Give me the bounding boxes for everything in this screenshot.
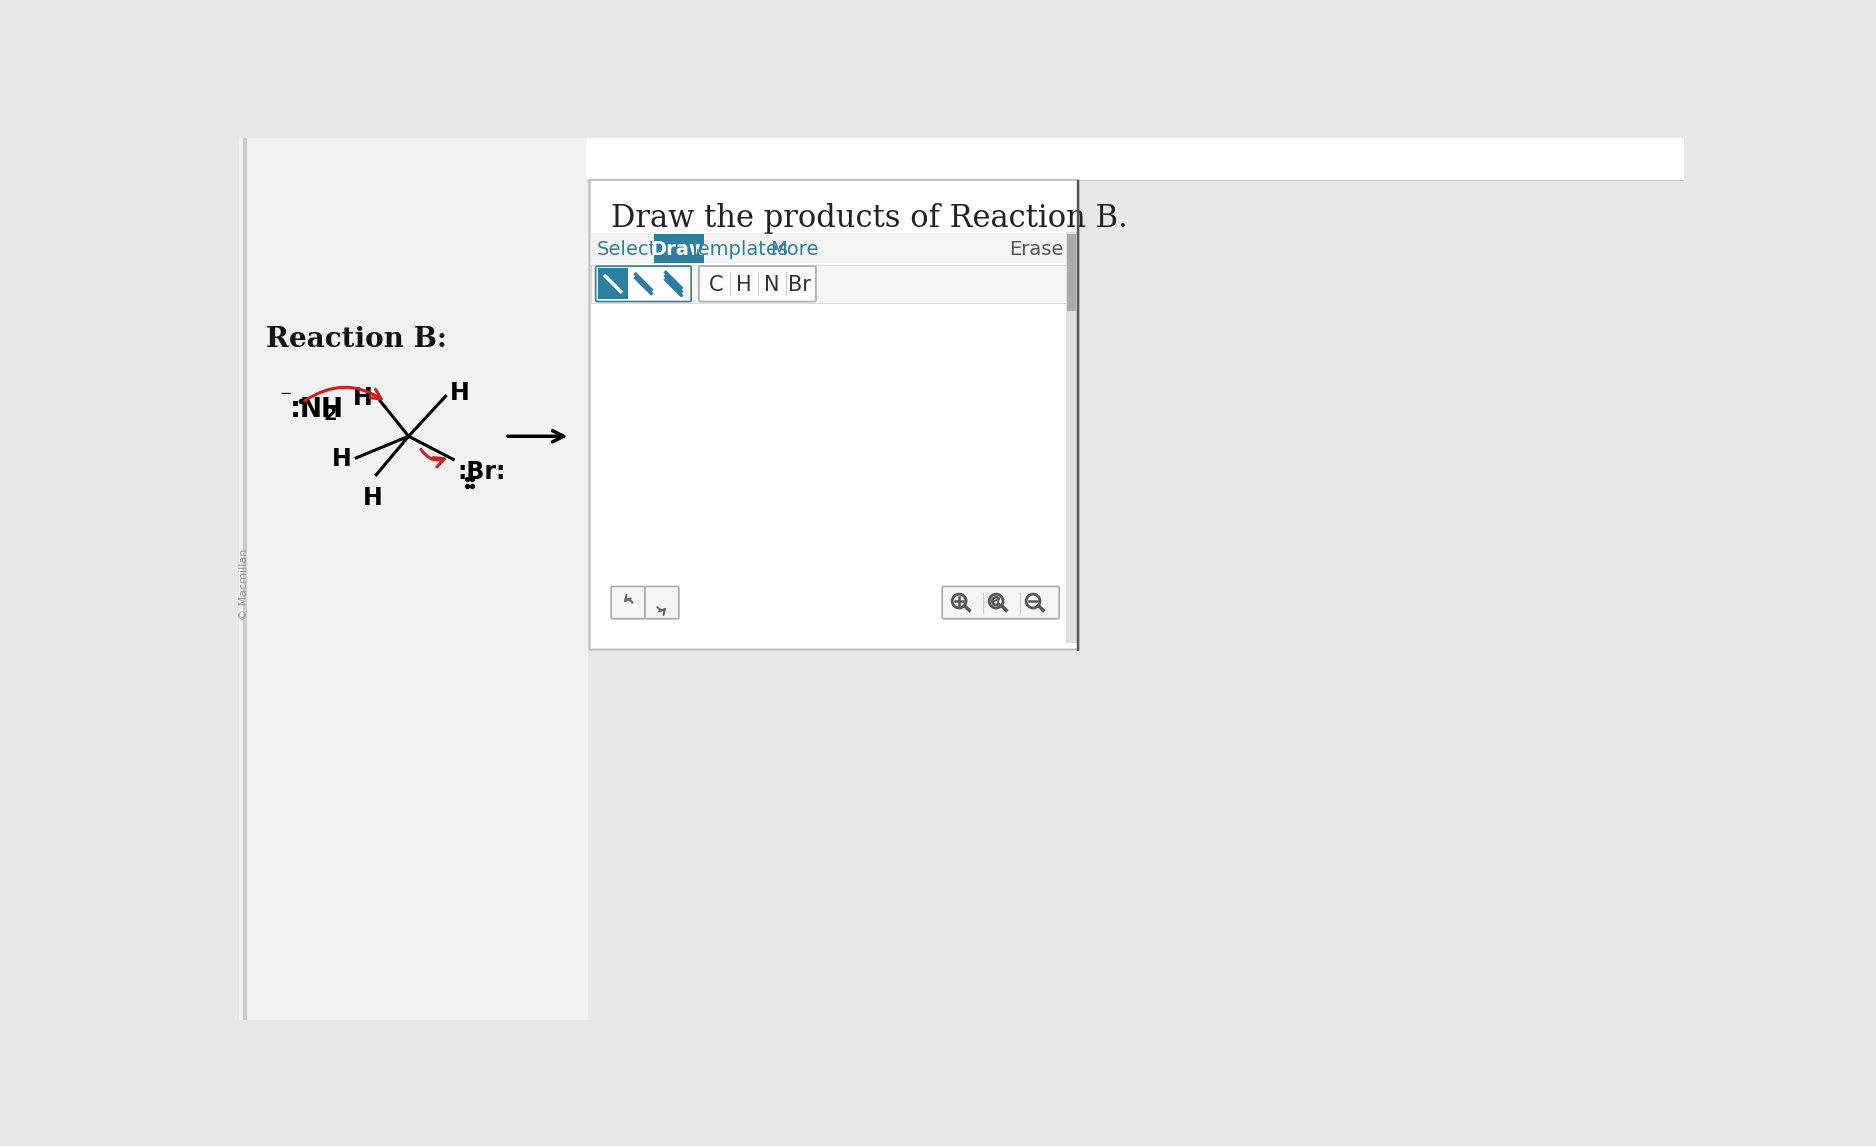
Bar	[591, 265, 1077, 303]
Text: 2: 2	[325, 406, 338, 424]
Bar	[1067, 234, 1077, 311]
FancyBboxPatch shape	[589, 180, 1079, 650]
Text: More: More	[771, 240, 818, 259]
Text: H: H	[364, 486, 383, 510]
Text: Draw the products of Reaction B.: Draw the products of Reaction B.	[612, 203, 1127, 234]
FancyArrowPatch shape	[304, 387, 381, 401]
FancyBboxPatch shape	[942, 587, 1060, 619]
Bar	[658, 268, 688, 299]
Text: :: :	[291, 394, 302, 423]
Text: C: C	[709, 275, 724, 295]
Bar	[655, 234, 704, 264]
Text: Draw: Draw	[651, 240, 707, 259]
Bar	[598, 268, 628, 299]
Text: © Macmillan: © Macmillan	[238, 549, 250, 620]
Text: :Br:: :Br:	[458, 460, 507, 484]
Bar	[240, 138, 587, 1020]
Bar	[628, 268, 658, 299]
FancyBboxPatch shape	[597, 266, 690, 301]
Bar	[1066, 233, 1077, 643]
Text: H: H	[450, 382, 469, 406]
FancyBboxPatch shape	[612, 587, 645, 619]
Text: Templates: Templates	[688, 240, 788, 259]
Text: Reaction B:: Reaction B:	[266, 325, 446, 353]
Text: Erase: Erase	[1009, 240, 1064, 259]
FancyArrowPatch shape	[420, 449, 445, 466]
Text: $^{-}$: $^{-}$	[280, 390, 293, 409]
Text: Br: Br	[788, 275, 810, 295]
Text: H: H	[353, 386, 373, 410]
Bar	[587, 138, 1683, 180]
Text: N: N	[764, 275, 780, 295]
Text: H: H	[737, 275, 752, 295]
FancyBboxPatch shape	[700, 266, 816, 301]
Bar	[591, 234, 1077, 264]
Text: Select: Select	[597, 240, 657, 259]
Text: NH: NH	[300, 398, 343, 423]
FancyBboxPatch shape	[645, 587, 679, 619]
Text: H: H	[332, 447, 351, 471]
